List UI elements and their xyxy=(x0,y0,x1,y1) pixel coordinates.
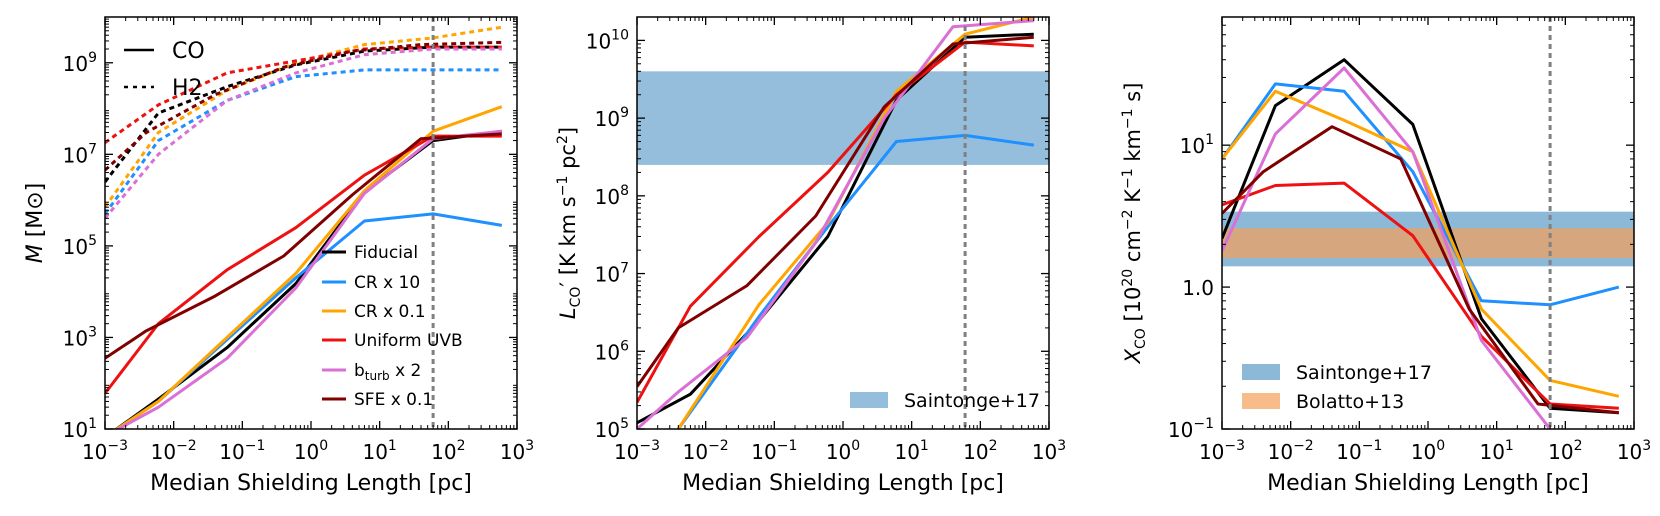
legend-label-sfe: SFE x 0.1 xyxy=(354,390,433,410)
x-tick-label: 10−2 xyxy=(1268,438,1314,464)
series-line-sfe-x-0-1 xyxy=(637,35,1034,388)
legend-label-uniform-uvb: Uniform UVB xyxy=(354,331,463,351)
x-tick-label: 103 xyxy=(1032,438,1066,464)
x-tick-label: 102 xyxy=(1548,438,1582,464)
panel-mass: 10−3 10−2 10−1 100 101 102 103101103105107109 … xyxy=(23,16,534,496)
y-tick-label: 105 xyxy=(63,233,97,259)
legend-label-bturb: bturb x 2 xyxy=(354,361,421,383)
x-tick-label: 102 xyxy=(963,438,997,464)
x-tick-label: 10−3 xyxy=(1199,438,1245,464)
series-line-sfe-x-0-1-co xyxy=(105,132,502,360)
band-legend-xco: Saintonge+17 Bolatto+13 xyxy=(1242,362,1432,413)
legend-label-saintonge: Saintonge+17 xyxy=(1296,362,1432,384)
legend-swatch-bolatto xyxy=(1242,393,1280,409)
series-legend: Fiducial CR x 10 CR x 0.1 Uniform UVB bt… xyxy=(322,243,463,410)
x-tick-label: 103 xyxy=(1617,438,1651,464)
legend-label-saintonge: Saintonge+17 xyxy=(904,390,1040,412)
reference-band-saintonge-17 xyxy=(637,71,1049,165)
x-tick-label: 10−3 xyxy=(82,438,128,464)
y-tick-label: 105 xyxy=(595,416,629,442)
x-tick-label: 103 xyxy=(500,438,534,464)
x-tick-label: 10−3 xyxy=(614,438,660,464)
x-tick-label: 10−2 xyxy=(151,438,197,464)
panel-mass-ylabel: M [M⊙] xyxy=(23,183,48,264)
x-tick-label: 10−1 xyxy=(1336,438,1382,464)
series-line-cr-x-10 xyxy=(677,133,1035,429)
y-tick-label: 109 xyxy=(63,50,97,76)
series-line-cr-x-0-1-co xyxy=(114,105,503,429)
linestyle-legend-solid-label: CO xyxy=(172,39,205,64)
y-tick-label: 101 xyxy=(63,416,97,442)
legend-label-bolatto: Bolatto+13 xyxy=(1296,391,1404,413)
panel-mass-plot-area xyxy=(105,17,503,429)
x-tick-label: 10−1 xyxy=(219,438,265,464)
y-tick-label: 1010 xyxy=(586,27,629,53)
y-tick-label: 103 xyxy=(63,324,97,350)
legend-label-fiducial: Fiducial xyxy=(354,243,418,263)
y-tick-label: 10−1 xyxy=(1168,416,1214,442)
series-line-sfe-x-0-1 xyxy=(1222,125,1619,415)
linestyle-legend: CO H2 xyxy=(124,39,205,101)
series-line-cr-x-0-1-h2 xyxy=(105,25,503,209)
series-line-uniform-uvb-h2 xyxy=(105,45,502,144)
legend-swatch-saintonge xyxy=(850,392,888,408)
y-tick-label: 108 xyxy=(595,183,629,209)
x-tick-label: 10−2 xyxy=(683,438,729,464)
x-tick-label: 101 xyxy=(362,438,396,464)
panel-luminosity-ylabel: LCO′ [K km s−1 pc2] xyxy=(555,127,584,319)
x-tick-label: 100 xyxy=(294,438,328,464)
series-line-cr-x-10-h2 xyxy=(105,68,502,215)
x-tick-label: 102 xyxy=(431,438,465,464)
legend-swatch-saintonge xyxy=(1242,364,1280,380)
panel-mass-xlabel: Median Shielding Length [pc] xyxy=(150,471,472,496)
y-tick-label: 107 xyxy=(63,141,97,167)
y-tick-label: 109 xyxy=(595,105,629,131)
x-tick-label: 101 xyxy=(1479,438,1513,464)
y-tick-label: 107 xyxy=(595,261,629,287)
series-line-b-turb-x-2 xyxy=(637,19,1034,429)
panel-luminosity-plot-area xyxy=(637,17,1049,429)
panel-xco-plot-area xyxy=(1222,17,1634,429)
panel-xco-xlabel: Median Shielding Length [pc] xyxy=(1267,471,1589,496)
series-line-cr-x-10 xyxy=(1222,82,1620,307)
panel-luminosity: 10−3 10−2 10−1 100 101 102 103 105 106 107 108 109 1… xyxy=(555,16,1066,496)
series-line-sfe-x-0-1-h2 xyxy=(105,40,502,172)
panel-xco-ylabel: XCO [1020 cm−2 K−1 km−1 s] xyxy=(1120,83,1149,365)
panel-xco: 10−3 10−2 10−1 100 101 102 103 10−1 1.0 101 XCO [… xyxy=(1120,16,1651,496)
series-line-b-turb-x-2 xyxy=(1222,66,1552,429)
series-line-fiducial-co xyxy=(113,129,503,429)
series-line-b-turb-x-2-h2 xyxy=(105,47,502,220)
band-legend-luminosity: Saintonge+17 xyxy=(850,390,1040,412)
x-tick-label: 100 xyxy=(1411,438,1445,464)
panel-mass-frame xyxy=(104,16,518,430)
series-line-b-turb-x-2-co xyxy=(115,129,502,429)
panel-luminosity-xlabel: Median Shielding Length [pc] xyxy=(682,471,1004,496)
y-tick-label: 101 xyxy=(1180,132,1214,158)
x-tick-label: 10−1 xyxy=(751,438,797,464)
reference-band-bolatto-13 xyxy=(1222,228,1634,259)
linestyle-legend-dashed-label: H2 xyxy=(172,76,203,101)
series-line-fiducial-h2 xyxy=(105,45,502,183)
y-tick-label: 106 xyxy=(595,338,629,364)
legend-label-cr-x01: CR x 0.1 xyxy=(354,302,426,322)
x-tick-label: 100 xyxy=(826,438,860,464)
x-tick-label: 101 xyxy=(894,438,928,464)
y-tick-label: 1.0 xyxy=(1182,276,1214,300)
legend-label-cr-x10: CR x 10 xyxy=(354,273,420,293)
